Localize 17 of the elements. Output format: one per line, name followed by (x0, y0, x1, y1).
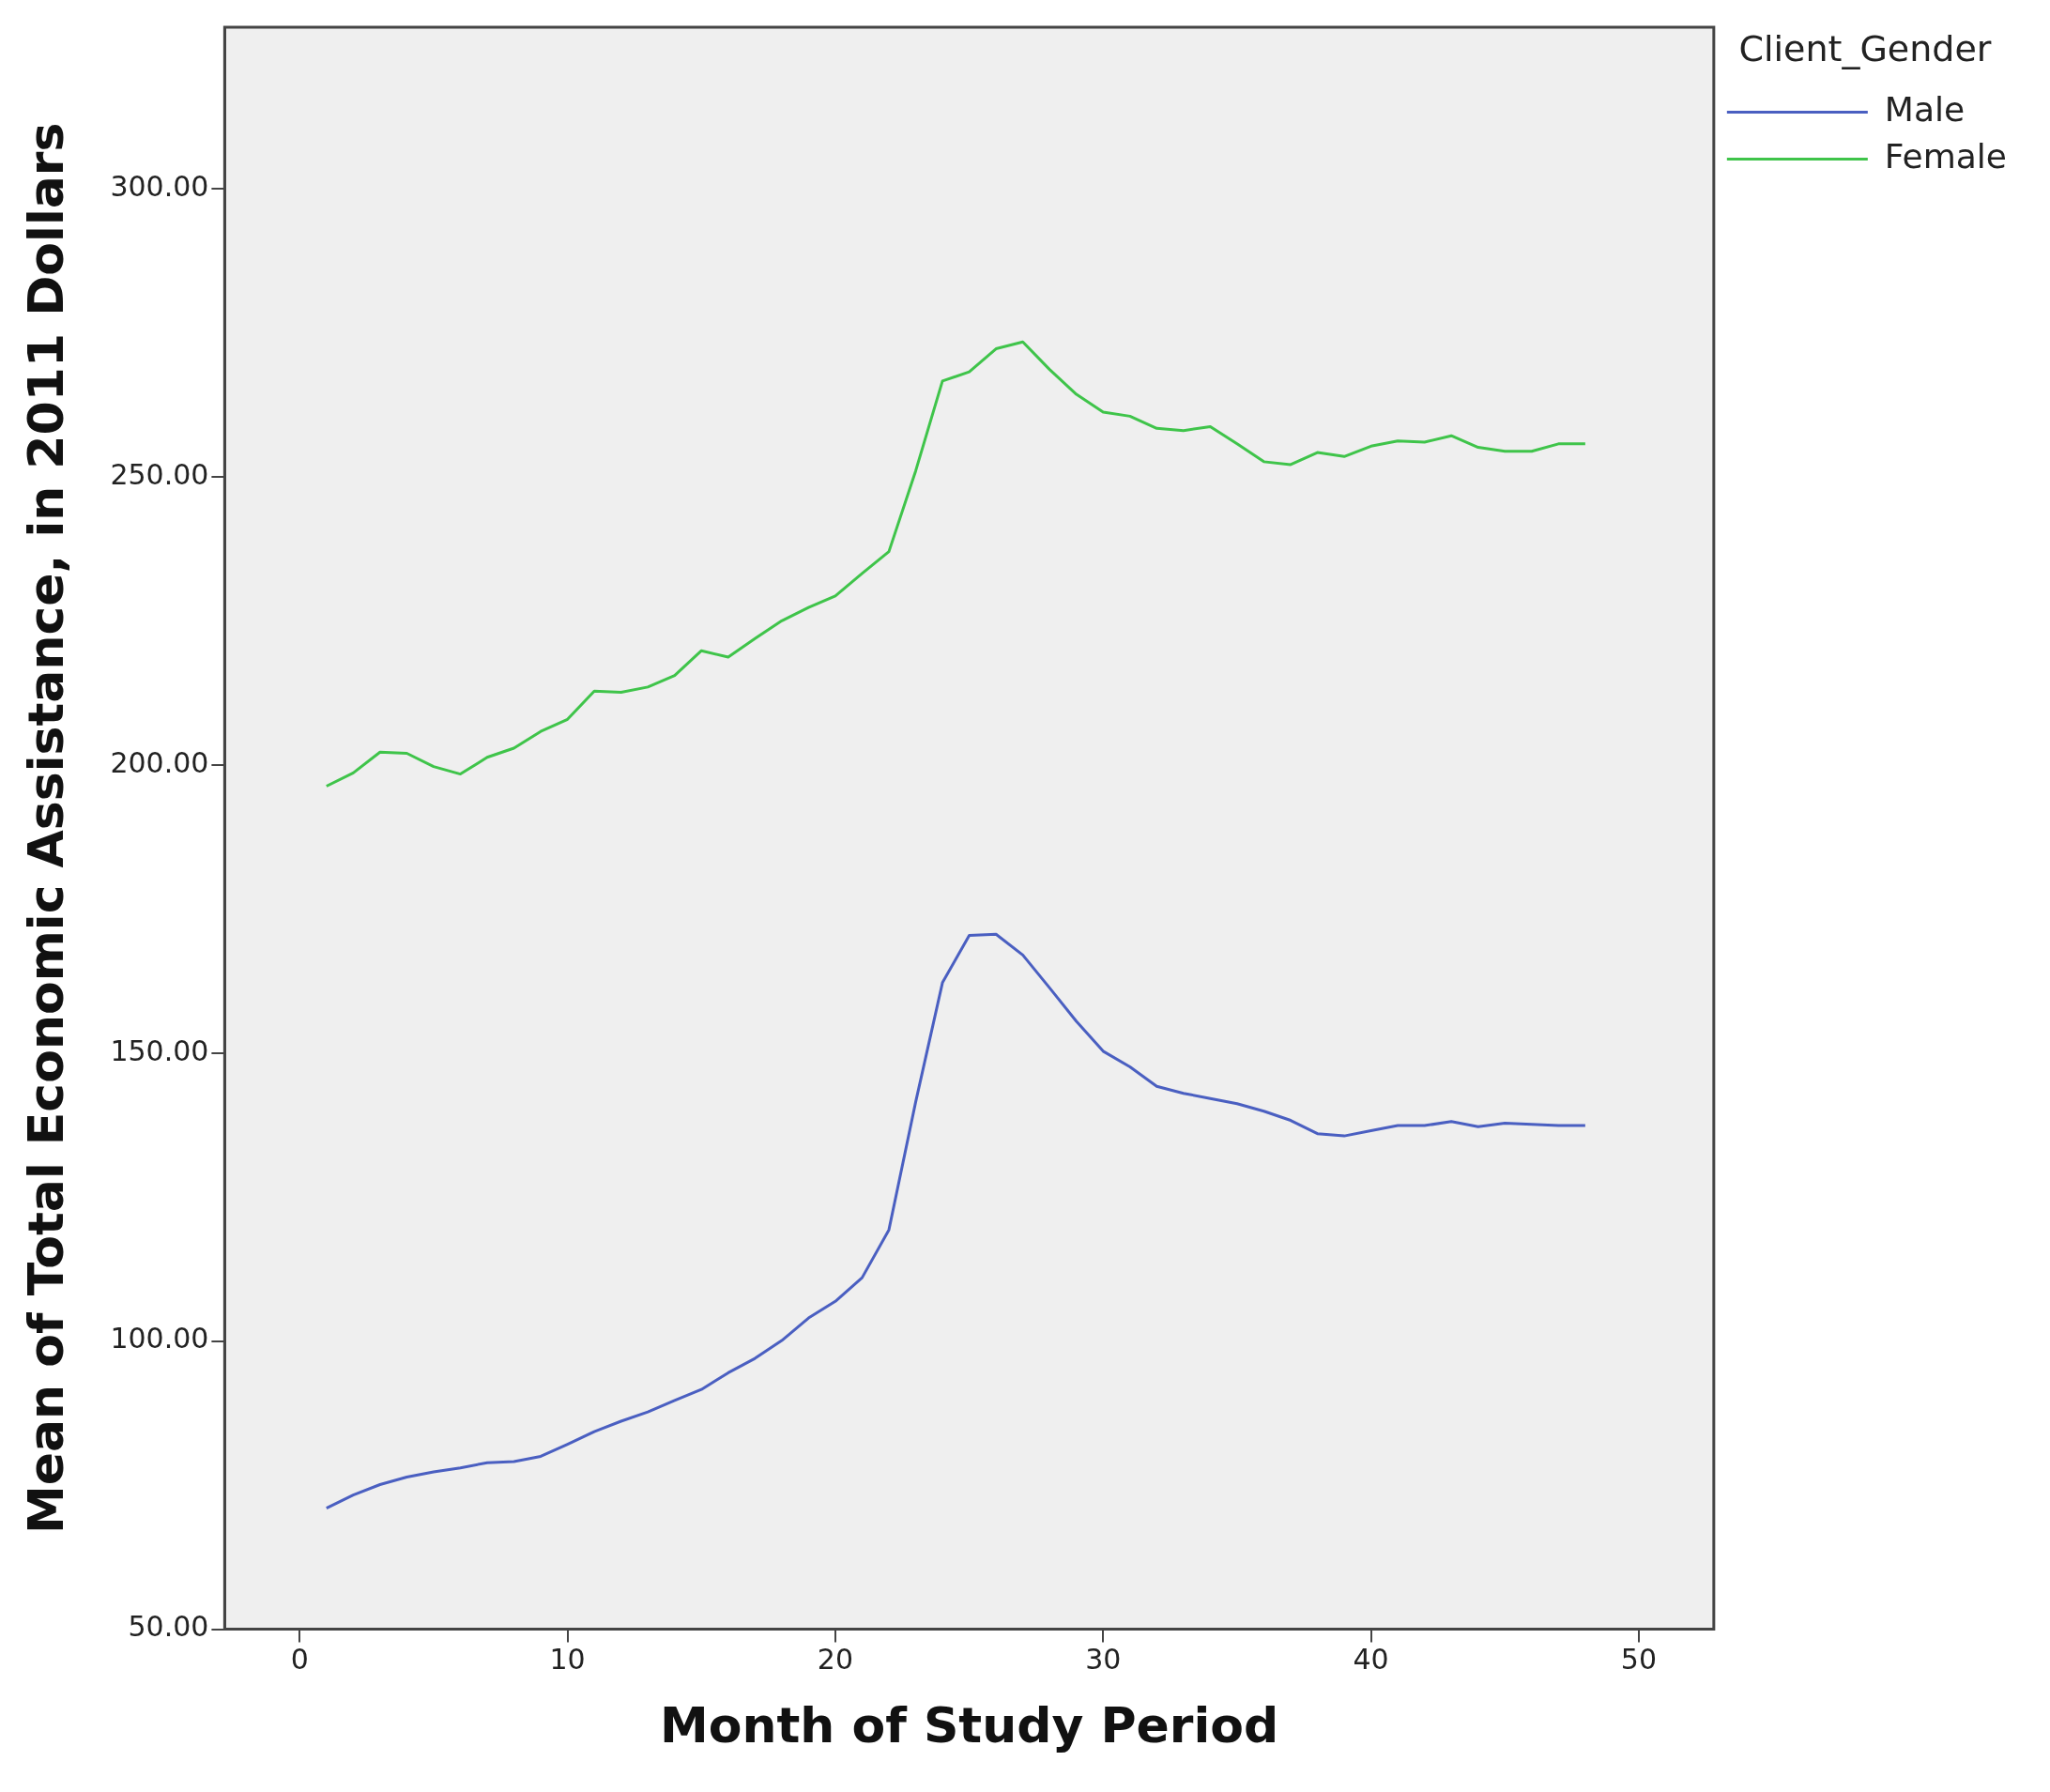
y-tick-label: 300.00 (110, 169, 209, 203)
legend-title: Client_Gender (1738, 27, 1992, 69)
x-tick-label: 50 (1620, 1643, 1658, 1677)
x-axis-title: Month of Study Period (659, 1697, 1279, 1754)
y-tick-label: 50.00 (128, 1610, 209, 1644)
y-tick-label: 100.00 (110, 1322, 209, 1355)
x-tick-label: 10 (549, 1643, 586, 1677)
x-tick-label: 30 (1085, 1643, 1122, 1677)
x-tick-label: 20 (817, 1643, 854, 1677)
y-tick-label: 200.00 (110, 745, 209, 779)
x-tick-label: 0 (290, 1643, 309, 1677)
y-tick-label: 250.00 (110, 457, 209, 491)
y-tick-label: 150.00 (110, 1034, 209, 1067)
x-tick-label: 40 (1353, 1643, 1389, 1677)
legend-label: Male (1884, 89, 1966, 129)
legend-label: Female (1884, 136, 2008, 176)
y-axis-title: Mean of Total Economic Assistance, in 2011 Dollars (17, 122, 74, 1535)
